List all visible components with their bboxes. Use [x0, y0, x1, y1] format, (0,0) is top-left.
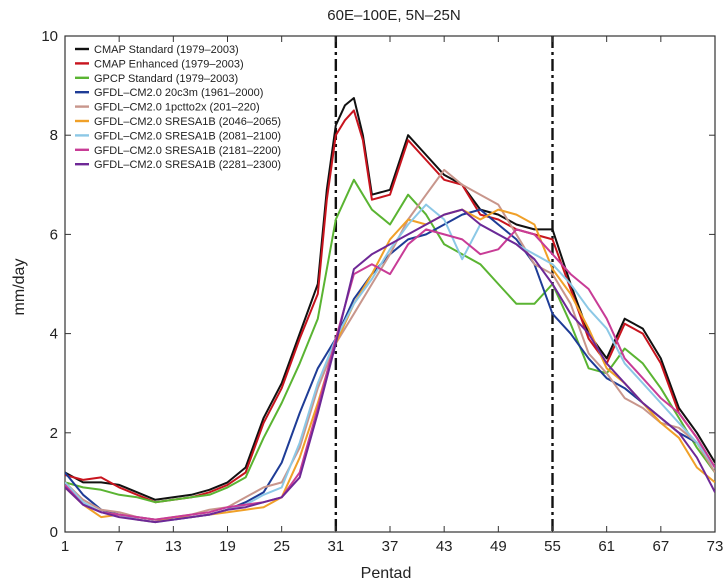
- legend: CMAP Standard (1979–2003) CMAP Enhanced (…: [75, 44, 281, 171]
- legend-entry-9: GFDL–CM2.0 SRESA1B (2281–2300): [94, 159, 281, 171]
- x-tick-label: 43: [436, 538, 453, 555]
- x-tick-label: 49: [490, 538, 507, 555]
- x-tick-label: 25: [273, 538, 290, 555]
- legend-entry-2: CMAP Enhanced (1979–2003): [94, 58, 244, 70]
- x-tick-label: 13: [165, 538, 182, 555]
- legend-entry-7: GFDL–CM2.0 SRESA1B (2081–2100): [94, 130, 281, 142]
- series-line-9: [65, 208, 715, 524]
- y-tick-label: 2: [50, 425, 58, 442]
- x-tick-label: 7: [115, 538, 123, 555]
- y-tick-label: 0: [50, 524, 58, 541]
- x-tick-label: 1: [61, 538, 69, 555]
- legend-entry-4: GFDL–CM2.0 20c3m (1961–2000): [94, 87, 263, 99]
- legend-entry-1: CMAP Standard (1979–2003): [94, 44, 239, 56]
- y-tick-label: 8: [50, 127, 58, 144]
- chart-title: 60E–100E, 5N–25N: [327, 7, 460, 24]
- axis-ticks: 1 7 13 19 25 31 37 43 49 55 61 67 73 0 2 4 6 8 10: [41, 28, 723, 555]
- y-tick-label: 6: [50, 226, 58, 243]
- x-tick-label: 67: [652, 538, 669, 555]
- legend-entry-8: GFDL–CM2.0 SRESA1B (2181–2200): [94, 145, 281, 157]
- x-axis-label: Pentad: [361, 565, 412, 582]
- x-tick-label: 37: [382, 538, 399, 555]
- series-lines: [65, 97, 715, 524]
- x-tick-label: 73: [707, 538, 724, 555]
- x-tick-label: 55: [544, 538, 561, 555]
- series-line-6: [65, 208, 715, 524]
- x-tick-label: 31: [327, 538, 344, 555]
- y-axis-label: mm/day: [11, 259, 28, 316]
- x-tick-label: 61: [598, 538, 615, 555]
- legend-entry-6: GFDL–CM2.0 SRESA1B (2046–2065): [94, 116, 281, 128]
- y-tick-label: 10: [41, 28, 58, 45]
- legend-entry-3: GPCP Standard (1979–2003): [94, 73, 238, 85]
- legend-entry-5: GFDL–CM2.0 1pctto2x (201–220): [94, 102, 260, 114]
- x-tick-label: 19: [219, 538, 236, 555]
- y-tick-label: 4: [50, 326, 58, 343]
- series-line-8: [65, 228, 715, 521]
